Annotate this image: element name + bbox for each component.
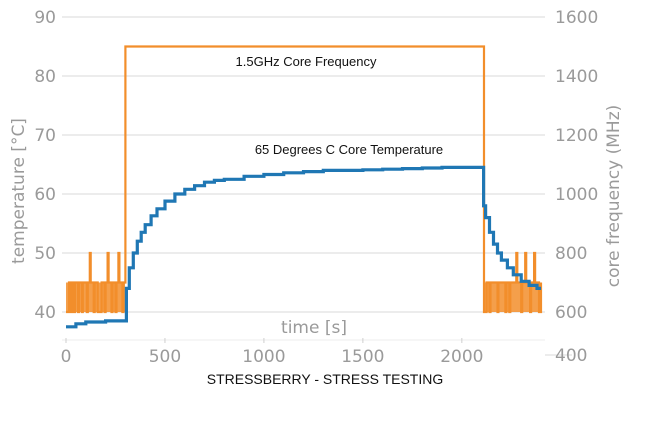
- y-left-tick-label-50: 50: [34, 244, 56, 264]
- x-tick-label-1000: 1000: [242, 347, 285, 367]
- y-right-tick-label-1000: 1000: [555, 185, 598, 205]
- annotation-temperature: 65 Degrees C Core Temperature: [255, 142, 443, 157]
- x-tick-label-0: 0: [61, 347, 72, 367]
- x-tick-labels: 0 500 1000 1500 2000: [61, 347, 484, 367]
- y-right-tick-label-1600: 1600: [555, 8, 598, 28]
- y-left-tick-label-70: 70: [34, 126, 56, 146]
- chart-caption: STRESSBERRY - STRESS TESTING: [207, 371, 444, 387]
- y-left-tick-label-80: 80: [34, 67, 56, 87]
- series-core-temperature: [66, 165, 541, 329]
- y-right-tick-label-400: 400: [555, 346, 587, 366]
- y-left-tick-label-90: 90: [34, 8, 56, 28]
- x-tick-marks: [65, 338, 463, 343]
- y-left-tick-labels: 40 50 60 70 80 90: [34, 8, 56, 323]
- y-right-tick-label-800: 800: [555, 244, 587, 264]
- y-left-axis-title: temperature [°C]: [9, 118, 29, 264]
- y-left-tick-label-40: 40: [34, 303, 56, 323]
- y-right-tick-labels: 400 600 800 1000 1200 1400 1600: [555, 8, 598, 366]
- y-right-tick-label-600: 600: [555, 303, 587, 323]
- frequency-idle-band-2: [484, 282, 541, 312]
- y-right-axis-title: core frequency (MHz): [604, 105, 624, 288]
- y-right-tick-label-1200: 1200: [555, 126, 598, 146]
- x-tick-label-1500: 1500: [341, 347, 384, 367]
- y-right-tick-label-1400: 1400: [555, 67, 598, 87]
- frequency-idle-band-1: [66, 282, 125, 312]
- annotation-frequency: 1.5GHz Core Frequency: [236, 54, 377, 69]
- series-core-frequency: [66, 45, 543, 314]
- series-layer: [66, 45, 543, 329]
- y-left-tick-label-60: 60: [34, 185, 56, 205]
- x-axis-title: time [s]: [281, 318, 347, 338]
- x-tick-label-500: 500: [149, 347, 181, 367]
- x-tick-label-2000: 2000: [440, 347, 483, 367]
- grid-layer: [62, 16, 572, 356]
